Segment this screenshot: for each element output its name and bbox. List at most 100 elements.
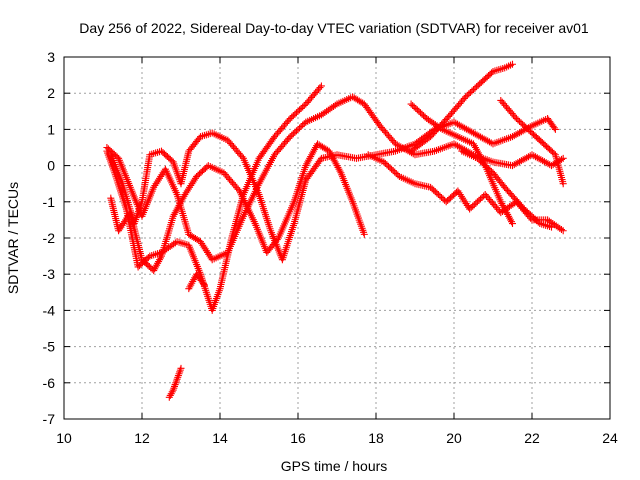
data-point: [509, 60, 516, 68]
data-point: [388, 165, 396, 173]
data-point: [297, 123, 305, 131]
data-point: [537, 156, 545, 164]
data-point: [454, 142, 462, 150]
data-point: [431, 188, 439, 196]
data-point: [386, 164, 394, 172]
axis-ticks: [63, 56, 611, 420]
data-point: [514, 130, 522, 138]
data-point: [531, 215, 539, 223]
data-point: [428, 185, 436, 193]
data-point: [273, 236, 281, 244]
data-point: [286, 133, 294, 141]
data-point: [559, 180, 567, 188]
data-point: [511, 113, 519, 121]
data-point: [294, 125, 302, 133]
data-point: [291, 110, 299, 118]
data-point: [450, 118, 458, 126]
data-point: [542, 159, 550, 167]
data-point: [481, 162, 489, 170]
data-point: [473, 131, 481, 139]
data-point: [535, 155, 543, 163]
data-marks: [103, 60, 567, 401]
data-point: [526, 211, 534, 219]
data-point: [412, 104, 420, 112]
data-point: [413, 106, 421, 114]
data-point: [294, 107, 302, 115]
data-point: [559, 227, 567, 235]
data-point: [466, 127, 474, 135]
data-point: [478, 159, 486, 167]
data-point: [470, 86, 477, 94]
data-point: [177, 364, 185, 372]
data-point: [509, 220, 516, 228]
x-tick-labels: 10 12 14 16 18 20 22 24: [56, 430, 618, 446]
data-point: [539, 157, 547, 165]
data-point: [475, 156, 483, 164]
x-tick-label: 20: [446, 430, 462, 446]
data-point: [464, 126, 472, 134]
data-point: [532, 153, 540, 161]
data-point: [457, 144, 465, 152]
data-point: [289, 112, 297, 120]
grid-lines: [64, 57, 610, 419]
data-point: [470, 129, 477, 137]
data-point: [427, 183, 435, 191]
data-point: [528, 212, 536, 220]
data-point: [415, 107, 423, 115]
data-point: [525, 126, 533, 134]
data-point: [291, 128, 299, 136]
data-point: [483, 163, 491, 171]
data-point: [548, 223, 555, 231]
data-point: [289, 130, 297, 138]
x-tick-label: 14: [212, 430, 228, 446]
data-point: [292, 127, 300, 135]
data-point: [392, 170, 400, 178]
data-point: [410, 103, 418, 111]
y-tick-label: -4: [43, 302, 56, 318]
data-point: [469, 202, 477, 210]
data-point: [477, 195, 485, 203]
data-point: [520, 122, 528, 130]
data-point: [533, 217, 541, 225]
data-point: [480, 160, 488, 168]
x-tick-label: 24: [602, 430, 618, 446]
data-point: [288, 113, 296, 121]
data-point: [524, 153, 532, 161]
data-point: [360, 230, 368, 238]
data-point: [528, 151, 536, 159]
data-point: [467, 204, 475, 212]
data-point: [200, 281, 208, 289]
data-point: [300, 120, 308, 128]
data-point: [519, 203, 527, 211]
data-point: [475, 196, 483, 204]
data-point: [433, 189, 441, 197]
y-tick-label: 0: [47, 158, 55, 174]
data-point: [473, 198, 481, 206]
data-point: [299, 103, 307, 111]
data-point: [384, 162, 392, 170]
data-point: [288, 131, 296, 139]
data-point: [517, 157, 525, 165]
data-point: [517, 119, 525, 127]
data-point: [389, 167, 397, 175]
data-point: [462, 125, 470, 133]
data-point: [510, 132, 518, 140]
data-point: [317, 82, 325, 90]
data-point: [520, 205, 528, 213]
data-point: [475, 132, 483, 140]
data-point: [296, 106, 304, 114]
data-point: [407, 100, 415, 108]
data-point: [465, 90, 473, 98]
data-point: [523, 154, 531, 162]
y-tick-label: -5: [43, 339, 56, 355]
data-point: [474, 81, 482, 89]
data-point: [436, 192, 444, 200]
data-point: [438, 193, 446, 201]
data-point: [478, 134, 486, 142]
data-point: [300, 102, 308, 110]
data-point: [512, 160, 520, 168]
data-point: [450, 140, 458, 148]
data-point: [516, 158, 524, 166]
data-point: [199, 280, 207, 288]
